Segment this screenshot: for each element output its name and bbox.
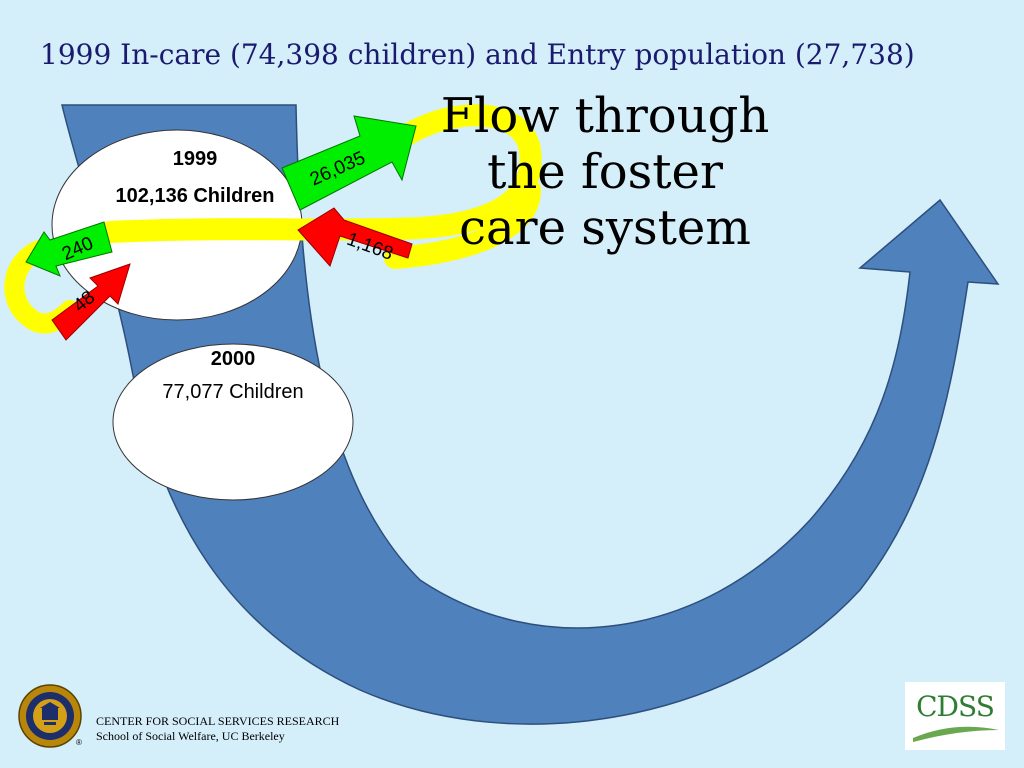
slide-title: 1999 In-care (74,398 children) and Entry… [40,38,915,71]
node-2000-label: 2000 77,077 Children [113,348,353,404]
node-2000-ellipse [112,343,354,501]
registered-mark: ® [76,738,82,747]
footer: CENTER FOR SOCIAL SERVICES RESEARCH Scho… [96,714,339,744]
big-blue-arrow [61,104,1000,725]
cdss-logo: CDSS [905,682,1005,750]
heading-line-3: care system [459,200,751,256]
node-1999-label: 1999 102,136 Children [80,148,310,208]
node-2000-year: 2000 [210,348,256,370]
arrow-in-large [297,207,413,267]
heading-line-2: the foster [487,144,723,200]
arrow-out-large [281,115,417,211]
arrow-in-small [51,263,131,341]
cdss-logo-text: CDSS [916,690,995,723]
uc-seal-icon [18,684,82,748]
footer-line-1: CENTER FOR SOCIAL SERVICES RESEARCH [96,714,340,728]
big-loop-lower [384,179,541,269]
cdss-swoosh-icon [913,726,999,742]
heading-line-1: Flow through [440,88,770,144]
arrow-out-small [25,221,113,277]
node-2000-count: 77,077 Children [162,381,304,403]
node-1999-count: 102,136 Children [115,185,275,207]
node-1999-year: 1999 [172,148,218,170]
footer-line-2: School of Social Welfare, UC Berkeley [96,729,285,743]
heading: Flow through the foster care system [410,88,800,256]
